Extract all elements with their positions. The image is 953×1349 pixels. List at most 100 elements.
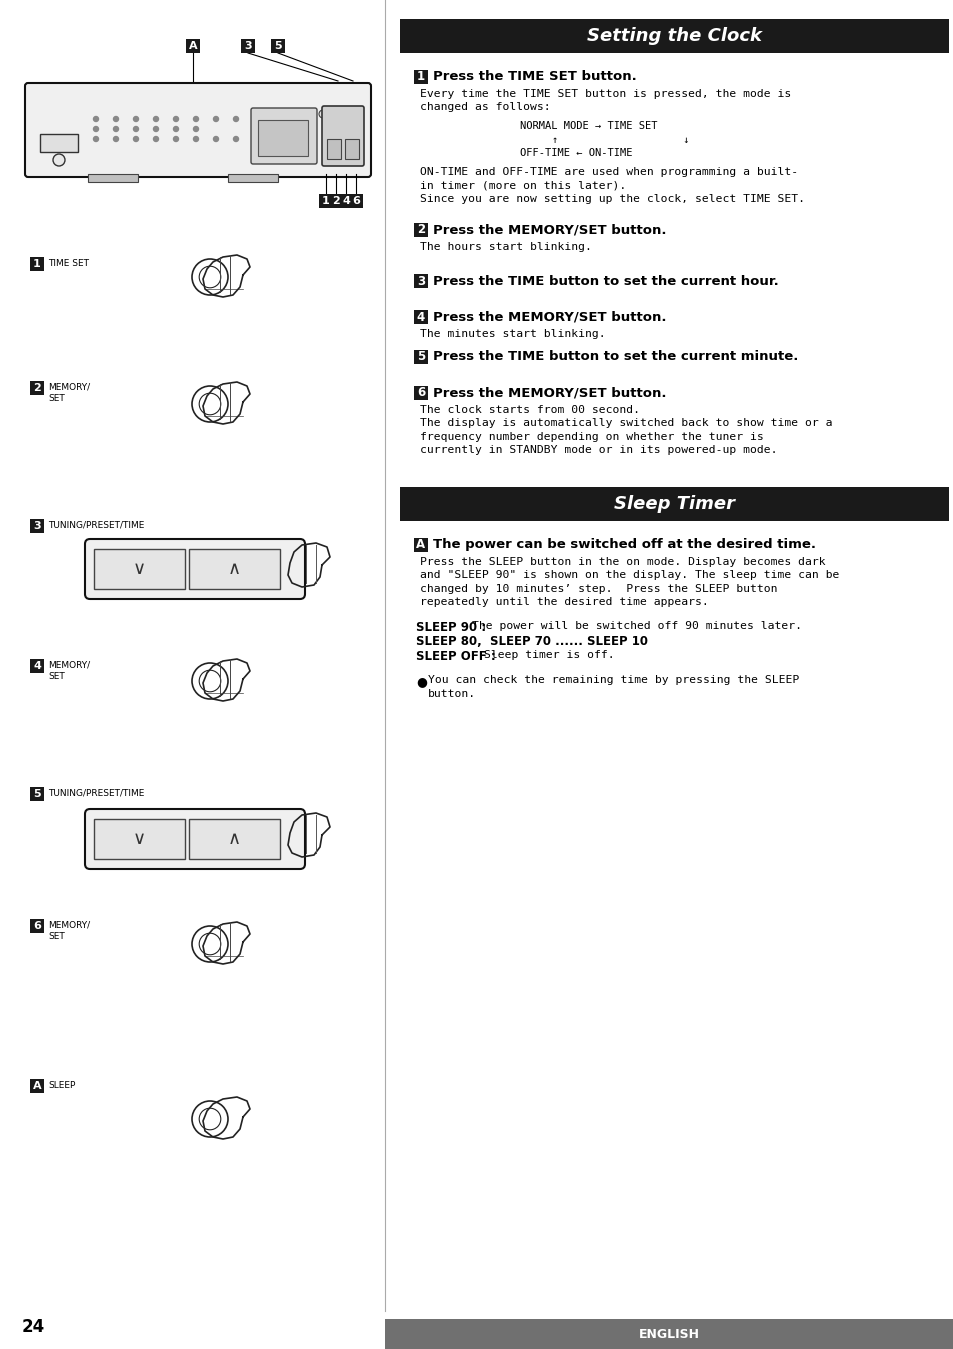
Text: Sleep Timer: Sleep Timer (614, 495, 734, 513)
Text: The power will be switched off 90 minutes later.: The power will be switched off 90 minute… (472, 621, 801, 631)
Circle shape (153, 127, 158, 131)
Circle shape (330, 119, 335, 124)
Text: The minutes start blinking.: The minutes start blinking. (419, 329, 605, 340)
Bar (30, 258, 44, 271)
Text: A: A (416, 538, 425, 552)
Text: 1: 1 (33, 259, 41, 268)
Bar (228, 174, 277, 182)
Text: ∨: ∨ (132, 830, 146, 849)
Bar (399, 487, 948, 521)
Circle shape (339, 111, 346, 117)
Text: Press the SLEEP button in the on mode. Display becomes dark: Press the SLEEP button in the on mode. D… (419, 557, 824, 567)
Circle shape (133, 127, 138, 131)
Text: The clock starts from 00 second.: The clock starts from 00 second. (419, 405, 639, 414)
Text: Press the MEMORY/SET button.: Press the MEMORY/SET button. (433, 224, 666, 236)
Text: ON-TIME and OFF-TIME are used when programming a built-: ON-TIME and OFF-TIME are used when progr… (419, 167, 798, 177)
Text: SLEEP 80,  SLEEP 70 ...... SLEEP 10: SLEEP 80, SLEEP 70 ...... SLEEP 10 (416, 635, 647, 649)
Text: 4: 4 (33, 661, 41, 670)
Bar (318, 194, 333, 208)
Text: Press the MEMORY/SET button.: Press the MEMORY/SET button. (433, 310, 666, 324)
Text: changed by 10 minutes’ step.  Press the SLEEP button: changed by 10 minutes’ step. Press the S… (419, 584, 777, 594)
Bar (30, 519, 44, 533)
Text: Press the TIME SET button.: Press the TIME SET button. (433, 70, 636, 84)
Bar (414, 274, 428, 289)
Bar (349, 194, 363, 208)
Circle shape (173, 127, 178, 131)
Circle shape (213, 136, 218, 142)
Text: NORMAL MODE → TIME SET: NORMAL MODE → TIME SET (519, 121, 657, 131)
Text: SLEEP: SLEEP (48, 1081, 75, 1090)
Text: 2: 2 (416, 224, 425, 236)
Circle shape (53, 154, 65, 166)
Text: MEMORY/
SET: MEMORY/ SET (48, 921, 90, 942)
Bar (30, 380, 44, 395)
Text: 5: 5 (274, 40, 281, 51)
FancyBboxPatch shape (25, 84, 371, 177)
Text: The hours start blinking.: The hours start blinking. (419, 241, 591, 252)
Circle shape (133, 116, 138, 121)
Bar (189, 549, 280, 590)
Circle shape (233, 116, 238, 121)
Text: 2: 2 (33, 383, 41, 393)
Text: Setting the Clock: Setting the Clock (586, 27, 761, 45)
Text: ∧: ∧ (228, 560, 241, 577)
Circle shape (153, 116, 158, 121)
Circle shape (173, 116, 178, 121)
Text: 5: 5 (33, 789, 41, 799)
Text: 5: 5 (416, 351, 425, 363)
Text: 6: 6 (416, 386, 425, 399)
Text: 2: 2 (332, 196, 339, 206)
Text: MEMORY/
SET: MEMORY/ SET (48, 661, 90, 681)
Text: Sleep timer is off.: Sleep timer is off. (483, 650, 614, 660)
Text: 3: 3 (244, 40, 252, 51)
Text: Press the TIME button to set the current hour.: Press the TIME button to set the current… (433, 275, 778, 287)
Circle shape (173, 136, 178, 142)
Bar (414, 223, 428, 237)
Circle shape (113, 116, 118, 121)
Circle shape (193, 116, 198, 121)
Text: A: A (189, 40, 197, 51)
Text: ●: ● (416, 676, 426, 688)
FancyBboxPatch shape (85, 540, 305, 599)
Text: 4: 4 (416, 310, 425, 324)
Text: TIME SET: TIME SET (48, 259, 89, 268)
Text: button.: button. (428, 689, 476, 699)
Circle shape (93, 116, 98, 121)
Bar (338, 194, 353, 208)
Circle shape (213, 116, 218, 121)
Bar (414, 310, 428, 324)
Text: 4: 4 (342, 196, 350, 206)
Text: 1: 1 (416, 70, 425, 84)
Bar (345, 139, 358, 159)
Bar (30, 660, 44, 673)
Text: You can check the remaining time by pressing the SLEEP: You can check the remaining time by pres… (428, 676, 799, 685)
Text: TUNING/PRESET/TIME: TUNING/PRESET/TIME (48, 521, 144, 530)
Text: The display is automatically switched back to show time or a: The display is automatically switched ba… (419, 418, 832, 428)
Text: ∨: ∨ (132, 560, 146, 577)
Circle shape (233, 136, 238, 142)
Bar (189, 819, 280, 859)
Text: Press the TIME button to set the current minute.: Press the TIME button to set the current… (433, 351, 798, 363)
Text: OFF-TIME ← ON-TIME: OFF-TIME ← ON-TIME (519, 148, 632, 158)
Text: TUNING/PRESET/TIME: TUNING/PRESET/TIME (48, 789, 144, 799)
Text: 3: 3 (33, 521, 41, 532)
Text: SLEEP 90 :: SLEEP 90 : (416, 621, 486, 634)
Text: ↑                    ↓: ↑ ↓ (552, 135, 689, 144)
Text: MEMORY/
SET: MEMORY/ SET (48, 383, 90, 403)
Bar (30, 1079, 44, 1093)
Bar (329, 194, 343, 208)
Bar (414, 386, 428, 399)
Circle shape (113, 127, 118, 131)
Circle shape (153, 136, 158, 142)
Bar (257, 120, 308, 156)
Circle shape (93, 127, 98, 131)
Text: ENGLISH: ENGLISH (639, 1327, 700, 1341)
Bar (186, 39, 200, 53)
Text: frequency number depending on whether the tuner is: frequency number depending on whether th… (419, 432, 763, 442)
Text: ∧: ∧ (228, 830, 241, 849)
Circle shape (113, 136, 118, 142)
Bar (94, 549, 185, 590)
Bar (30, 786, 44, 801)
Text: SLEEP OFF :: SLEEP OFF : (416, 650, 496, 662)
FancyBboxPatch shape (251, 108, 316, 165)
